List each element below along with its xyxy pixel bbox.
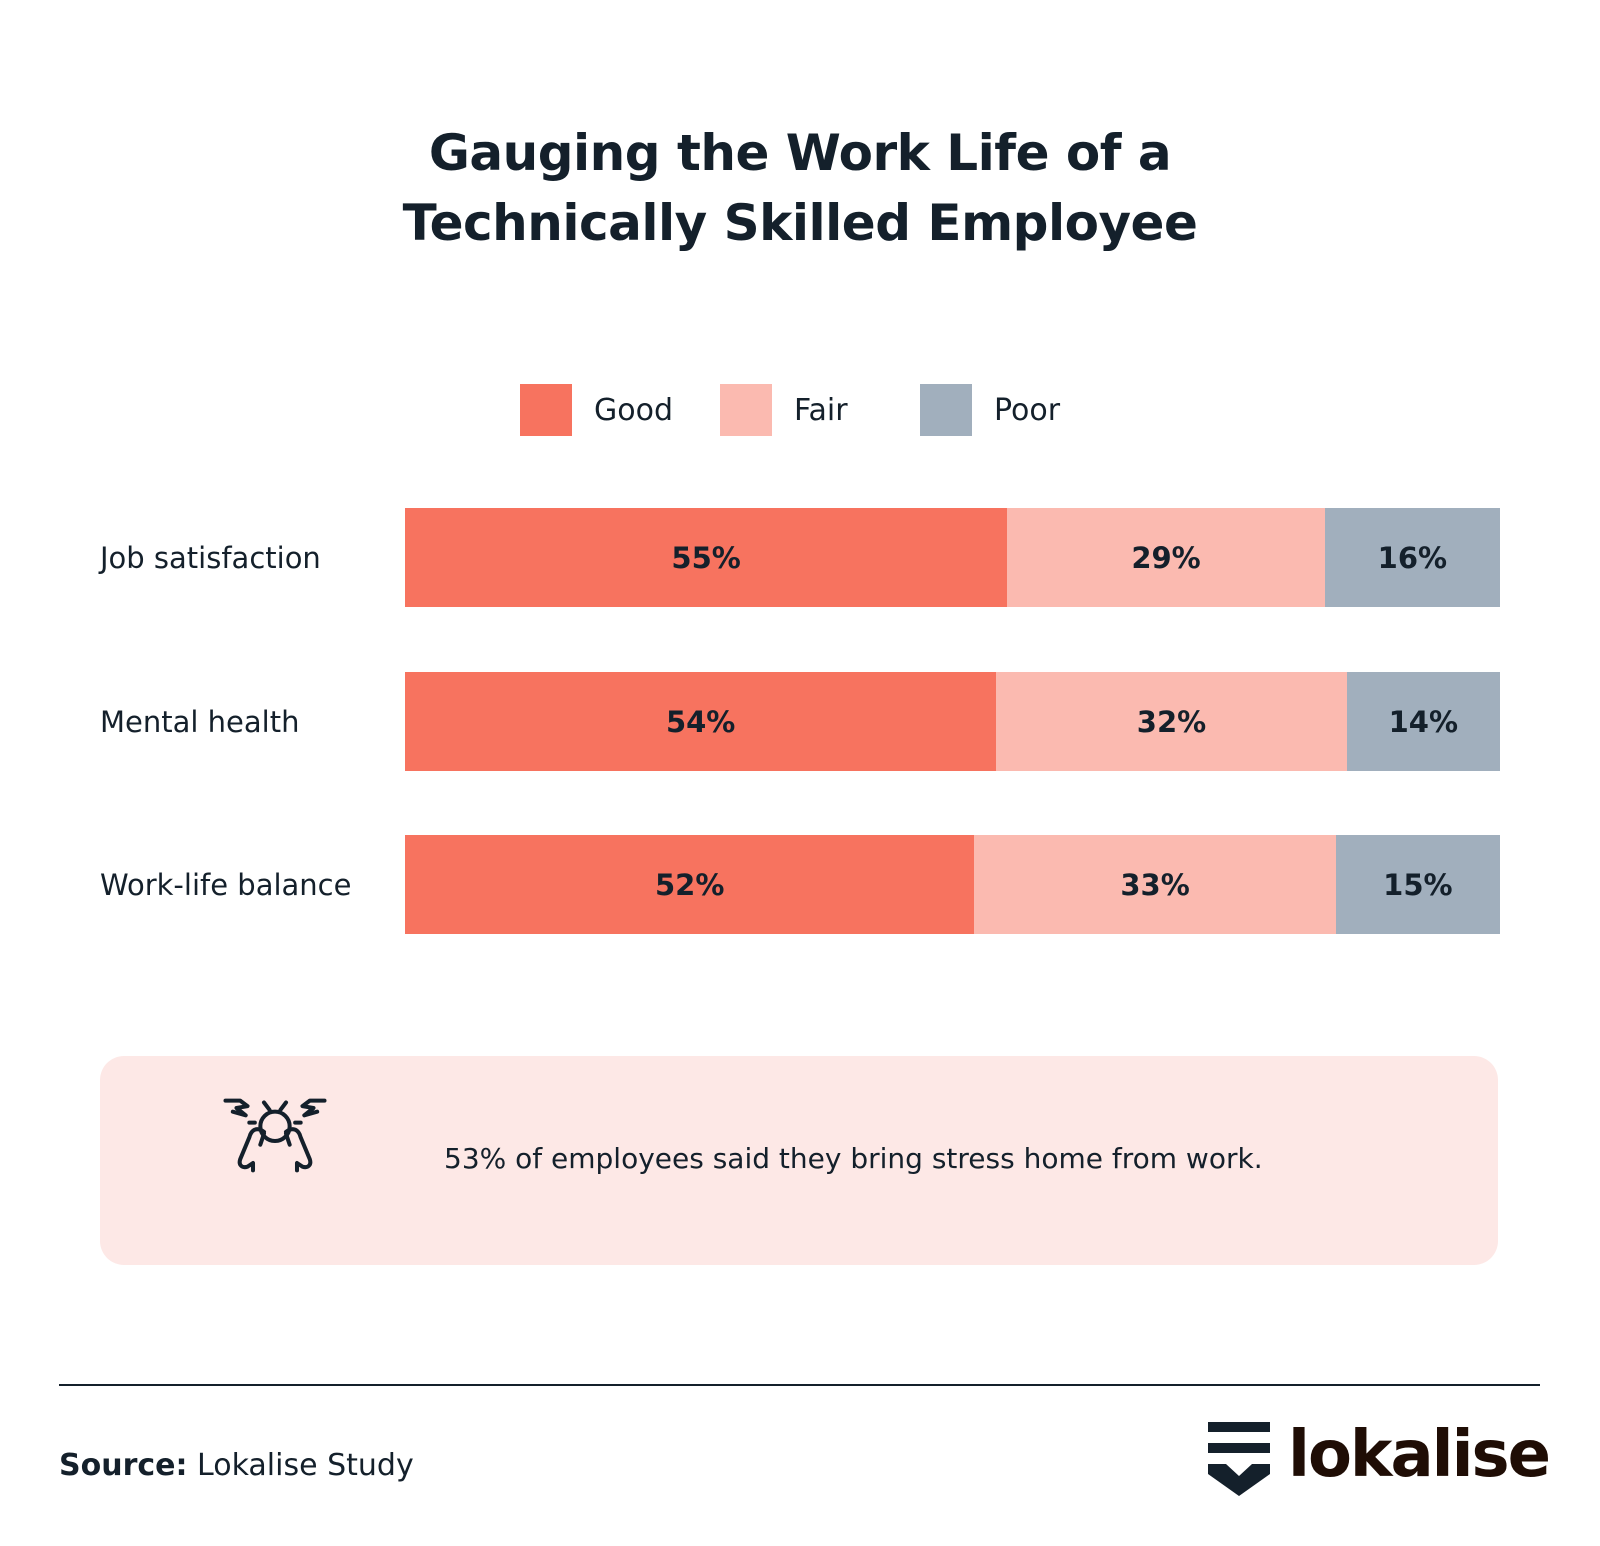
- category-label: Work-life balance: [100, 868, 352, 902]
- bar-job-satisfaction: 55% 29% 16%: [405, 508, 1500, 607]
- legend-swatch: [520, 384, 572, 436]
- source-note: Source: Lokalise Study: [59, 1448, 414, 1483]
- bar-segment-fair: 29%: [1007, 508, 1325, 607]
- stressed-person-icon: [223, 1098, 327, 1173]
- data-label: 16%: [1377, 540, 1448, 575]
- bar-segment-fair: 32%: [996, 672, 1347, 771]
- svg-text:lokalise: lokalise: [1288, 1420, 1548, 1492]
- source-label: Source:: [59, 1448, 188, 1483]
- bar-segment-poor: 14%: [1346, 672, 1500, 771]
- callout-box: 53% of employees said they bring stress …: [100, 1056, 1498, 1265]
- bar-segment-poor: 15%: [1335, 835, 1500, 934]
- bar-mental-health: 54% 32% 14%: [405, 672, 1500, 771]
- chart-title: Gauging the Work Life of a Technically S…: [0, 118, 1600, 258]
- legend-swatch: [720, 384, 772, 436]
- bar-work-life-balance: 52% 33% 15%: [405, 835, 1500, 934]
- legend-item-fair: Fair: [720, 384, 848, 436]
- bar-segment-poor: 16%: [1324, 508, 1500, 607]
- data-label: 52%: [654, 867, 725, 902]
- bar-segment-good: 52%: [405, 835, 975, 934]
- legend-label: Good: [594, 392, 673, 428]
- data-label: 15%: [1383, 867, 1453, 902]
- data-label: 54%: [665, 704, 736, 739]
- data-label: 55%: [671, 540, 741, 575]
- bar-segment-fair: 33%: [974, 835, 1336, 934]
- callout-text: 53% of employees said they bring stress …: [444, 1142, 1263, 1175]
- source-value: Lokalise Study: [187, 1448, 414, 1483]
- data-label: 32%: [1136, 704, 1207, 739]
- title-line-2: Technically Skilled Employee: [402, 194, 1198, 252]
- title-line-1: Gauging the Work Life of a: [428, 124, 1172, 182]
- category-label: Job satisfaction: [100, 541, 321, 575]
- legend-label: Poor: [994, 392, 1061, 428]
- bar-segment-good: 54%: [405, 672, 997, 771]
- legend-swatch: [920, 384, 972, 436]
- data-label: 29%: [1131, 540, 1201, 575]
- legend-item-poor: Poor: [920, 384, 1060, 436]
- bar-segment-good: 55%: [405, 508, 1008, 607]
- legend-item-good: Good: [520, 384, 673, 436]
- footer-divider: [59, 1384, 1540, 1386]
- data-label: 33%: [1120, 867, 1190, 902]
- category-label: Mental health: [100, 705, 300, 739]
- lokalise-logo: lokalise: [1208, 1418, 1551, 1504]
- legend-label: Fair: [794, 392, 848, 428]
- data-label: 14%: [1388, 704, 1459, 739]
